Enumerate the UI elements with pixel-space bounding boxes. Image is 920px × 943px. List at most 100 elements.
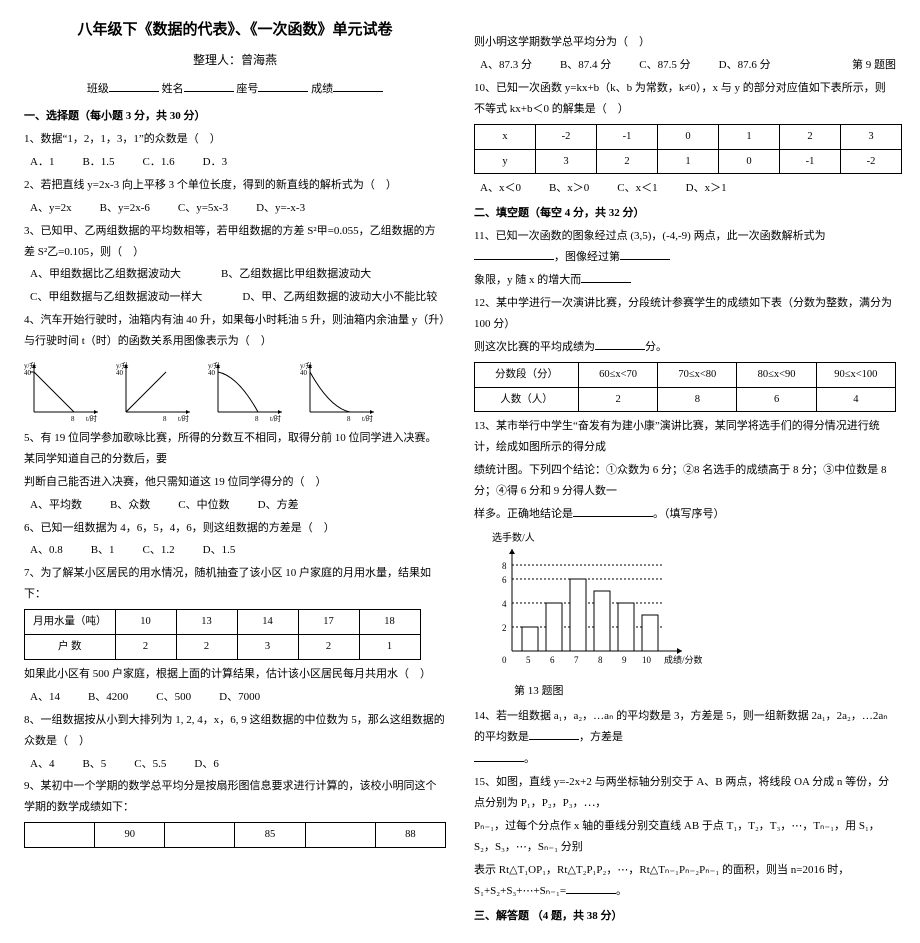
q5-opts: A、平均数 B、众数 C、中位数 D、方差	[30, 495, 446, 516]
q11b: ，图像经过第	[554, 251, 620, 263]
q12-r2c1: 2	[578, 387, 657, 412]
q10-r1c6: 3	[841, 124, 902, 149]
q9-C[interactable]: C、87.5 分	[639, 55, 690, 76]
svg-text:选手数/人: 选手数/人	[492, 531, 535, 544]
name-blank[interactable]	[184, 80, 234, 92]
q10-r1c4: 1	[719, 124, 780, 149]
q10-B[interactable]: B、x＞0	[549, 178, 589, 199]
q10-r1c2: -1	[597, 124, 658, 149]
q8-A[interactable]: A、4	[30, 754, 54, 775]
q7-opts: A、14 B、4200 C、500 D、7000	[30, 687, 446, 708]
class-label: 班级	[87, 83, 109, 95]
q11-blank3[interactable]	[581, 271, 631, 283]
svg-text:成绩/分数: 成绩/分数	[664, 654, 702, 665]
q7: 7、为了解某小区居民的用水情况，随机抽查了该小区 10 户家庭的月用水量，结果如…	[24, 563, 446, 605]
q1-D[interactable]: D．3	[203, 152, 227, 173]
section2-heading: 二、填空题（每空 4 分，共 32 分）	[474, 203, 896, 224]
q9-B[interactable]: B、87.4 分	[560, 55, 611, 76]
svg-text:8: 8	[163, 415, 167, 422]
svg-text:5: 5	[526, 655, 531, 665]
q3-C[interactable]: C、甲组数据与乙组数据波动一样大	[30, 287, 202, 308]
q6-D[interactable]: D、1.5	[203, 540, 236, 561]
score-blank[interactable]	[333, 80, 383, 92]
compiler-line: 整理人：曾海燕	[24, 49, 446, 72]
q10-r1c0: x	[475, 124, 536, 149]
compiler-label: 整理人：	[193, 53, 241, 67]
q10-D[interactable]: D、x＞1	[686, 178, 727, 199]
q10-C[interactable]: C、x＜1	[617, 178, 657, 199]
q14-line2: 。	[474, 749, 896, 770]
svg-text:t/时: t/时	[178, 414, 189, 422]
q4-graph-B[interactable]: t/时 y/升 40 8	[116, 358, 196, 422]
q7-r2c1: 2	[115, 635, 176, 660]
seat-label: 座号	[236, 83, 258, 95]
q2-C[interactable]: C、y=5x-3	[178, 198, 228, 219]
q1-C[interactable]: C．1.6	[143, 152, 175, 173]
q6-B[interactable]: B、1	[91, 540, 115, 561]
q12-r1c2: 70≤x<80	[658, 362, 737, 387]
svg-text:40: 40	[116, 369, 124, 377]
q2-opts: A、y=2x B、y=2x-6 C、y=5x-3 D、y=-x-3	[30, 198, 446, 219]
q11-blank2[interactable]	[620, 248, 670, 260]
q2-D[interactable]: D、y=-x-3	[256, 198, 305, 219]
q12-r1c1: 60≤x<70	[578, 362, 657, 387]
q8-B[interactable]: B、5	[82, 754, 106, 775]
q8-C[interactable]: C、5.5	[134, 754, 166, 775]
q14b: ，方差是	[579, 731, 623, 743]
q14-blank1[interactable]	[529, 728, 579, 740]
q13-blank[interactable]	[573, 505, 653, 517]
q9-A[interactable]: A、87.3 分	[480, 55, 532, 76]
q7-r1c3: 14	[237, 610, 298, 635]
q3-A[interactable]: A、甲组数据比乙组数据波动大	[30, 264, 181, 285]
q14: 14、若一组数据 a₁，a₂，…aₙ 的平均数是 3，方差是 5，则一组新数据 …	[474, 706, 896, 748]
q4-graph-D[interactable]: t/时 y/升 40 8	[300, 358, 380, 422]
q7-B[interactable]: B、4200	[88, 687, 128, 708]
q5-B[interactable]: B、众数	[110, 495, 150, 516]
svg-text:6: 6	[550, 655, 555, 665]
q9-c0	[25, 823, 95, 848]
q7-r2c2: 2	[176, 635, 237, 660]
q12-blank[interactable]	[595, 338, 645, 350]
q10-r1c3: 0	[658, 124, 719, 149]
class-blank[interactable]	[109, 80, 159, 92]
seat-blank[interactable]	[258, 80, 308, 92]
q12b: 则这次比赛的平均成绩为	[474, 341, 595, 353]
q13-barchart: 选手数/人 2 4 6 8	[482, 531, 702, 671]
q9-c2	[165, 823, 235, 848]
q8-D[interactable]: D、6	[194, 754, 218, 775]
q12-r2c4: 4	[816, 387, 895, 412]
q15c: 表示 Rt△T₁OP₁，Rt△T₂P₁P₂，⋯，Rt△Tₙ₋₁Pₙ₋₂Pₙ₋₁ …	[474, 864, 849, 897]
q1-B[interactable]: B．1.5	[82, 152, 114, 173]
q7-A[interactable]: A、14	[30, 687, 60, 708]
q5-D[interactable]: D、方差	[258, 495, 299, 516]
left-column: 八年级下《数据的代表》、《一次函数》单元试卷 整理人：曾海燕 班级 姓名 座号 …	[24, 16, 446, 927]
q4-graph-C[interactable]: t/时 y/升 40 8	[208, 358, 288, 422]
q7-C[interactable]: C、500	[156, 687, 191, 708]
q9-c3: 85	[235, 823, 305, 848]
q2-A[interactable]: A、y=2x	[30, 198, 72, 219]
q14-blank2[interactable]	[474, 750, 524, 762]
q7-row2: 户 数 2 2 3 2 1	[25, 635, 421, 660]
q5-A[interactable]: A、平均数	[30, 495, 82, 516]
score-label: 成绩	[311, 83, 333, 95]
q15d: 。	[616, 885, 627, 897]
q6-A[interactable]: A、0.8	[30, 540, 63, 561]
q9-c1: 90	[95, 823, 165, 848]
q10-A[interactable]: A、x＜0	[480, 178, 521, 199]
q6-C[interactable]: C、1.2	[143, 540, 175, 561]
q9-D[interactable]: D、87.6 分	[719, 55, 771, 76]
q2-B[interactable]: B、y=2x-6	[100, 198, 150, 219]
q3-B[interactable]: B、乙组数据比甲组数据波动大	[221, 264, 371, 285]
q12-table: 分数段（分） 60≤x<70 70≤x<80 80≤x<90 90≤x<100 …	[474, 362, 896, 413]
q10-r2c2: 2	[597, 149, 658, 174]
q5-C[interactable]: C、中位数	[178, 495, 229, 516]
q15-blank[interactable]	[566, 882, 616, 894]
q1-A[interactable]: A．1	[30, 152, 54, 173]
q4-graph-A[interactable]: t/时 y/升 40 8	[24, 358, 104, 422]
q12-line2: 则这次比赛的平均成绩为分。	[474, 337, 896, 358]
q11-blank1[interactable]	[474, 248, 554, 260]
q7-D[interactable]: D、7000	[219, 687, 260, 708]
q7-r2c0: 户 数	[25, 635, 116, 660]
q7-r1c5: 18	[359, 610, 420, 635]
q3-D[interactable]: D、甲、乙两组数据的波动大小不能比较	[242, 287, 437, 308]
